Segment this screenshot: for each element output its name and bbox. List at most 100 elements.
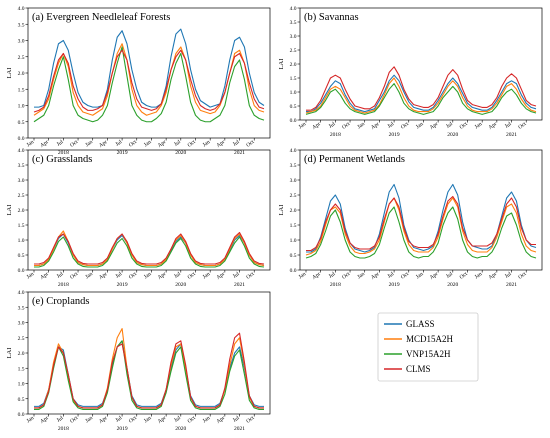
legend: GLASS MCD15A2H VNP15A2H CLMS — [377, 312, 479, 382]
y-tick-label: 0.5 — [290, 253, 297, 259]
x-tick-label: Apr — [157, 139, 168, 149]
y-tick-label: 3.5 — [290, 20, 297, 26]
plot-frame — [299, 7, 543, 121]
x-tick-label: Oct — [128, 271, 138, 281]
year-label: 2020 — [175, 282, 186, 288]
y-tick-label: 1.0 — [18, 238, 25, 244]
y-tick-label: 0.5 — [290, 104, 297, 110]
y-tick-label: 2.0 — [18, 208, 25, 214]
x-tick-label: Oct — [459, 121, 469, 131]
year-label: 2020 — [447, 132, 458, 138]
y-tick-label: 0.0 — [290, 118, 297, 124]
x-tick-label: Oct — [400, 121, 410, 131]
x-tick-label: Apr — [216, 415, 227, 425]
year-label: 2021 — [506, 132, 517, 138]
x-tick-label: Apr — [429, 121, 440, 131]
legend-label: GLASS — [406, 319, 435, 329]
x-tick-label: Apr — [216, 139, 227, 149]
y-tick-label: 1.5 — [18, 87, 25, 93]
y-tick-label: 1.5 — [18, 223, 25, 229]
series-line — [34, 340, 264, 410]
x-tick-label: Jan — [143, 271, 153, 280]
x-tick-label: Apr — [370, 271, 381, 281]
y-tick-label: 0.0 — [18, 136, 25, 142]
series-line — [305, 197, 537, 256]
x-tick-label: Jan — [298, 271, 308, 280]
x-tick-label: Jan — [26, 415, 36, 424]
legend-box — [377, 312, 479, 382]
series-line — [306, 195, 536, 252]
y-axis-label: LAI — [278, 205, 285, 216]
x-tick-label: Jul — [328, 271, 337, 280]
x-tick-label: Apr — [157, 271, 168, 281]
x-tick-label: Oct — [341, 271, 351, 281]
y-axis-label: LAI — [6, 205, 13, 216]
x-tick-label: Jan — [202, 415, 212, 424]
panel-title: (b) Savannas — [304, 12, 359, 23]
x-tick-label: Jul — [56, 415, 65, 424]
x-tick-label: Jul — [387, 121, 396, 130]
year-label: 2020 — [175, 426, 186, 432]
series-line — [306, 66, 537, 111]
x-tick-label: Jan — [202, 139, 212, 148]
x-tick-label: Apr — [311, 271, 322, 281]
x-tick-label: Jan — [474, 271, 484, 280]
x-tick-label: Apr — [98, 139, 109, 149]
year-label: 2021 — [506, 282, 517, 288]
year-label: 2020 — [447, 282, 458, 288]
year-label: 2018 — [330, 282, 341, 288]
year-label: 2020 — [175, 150, 186, 156]
y-tick-label: 1.0 — [290, 238, 297, 244]
panel-title: (d) Permanent Wetlands — [304, 154, 405, 165]
x-tick-label: Jan — [84, 271, 94, 280]
x-tick-label: Jul — [56, 271, 65, 280]
x-tick-label: Apr — [216, 271, 227, 281]
y-tick-label: 2.5 — [18, 55, 25, 61]
year-label: 2021 — [234, 426, 245, 432]
panel-title: (e) Croplands — [32, 296, 89, 307]
x-tick-label: Oct — [69, 139, 79, 149]
y-tick-label: 0.5 — [18, 397, 25, 403]
year-label: 2019 — [389, 282, 400, 288]
x-tick-label: Jul — [504, 271, 513, 280]
x-tick-label: Apr — [311, 121, 322, 131]
y-tick-label: 2.5 — [290, 48, 297, 54]
x-tick-label: Jul — [232, 139, 241, 148]
y-tick-label: 1.5 — [290, 76, 297, 82]
x-tick-label: Jul — [173, 271, 182, 280]
x-tick-label: Jan — [415, 121, 425, 130]
y-tick-label: 1.0 — [290, 90, 297, 96]
year-label: 2018 — [58, 150, 69, 156]
x-tick-label: Oct — [69, 271, 79, 281]
y-tick-label: 3.0 — [18, 321, 25, 327]
y-tick-label: 4.0 — [18, 290, 25, 296]
y-tick-label: 3.0 — [18, 178, 25, 184]
x-tick-label: Oct — [459, 271, 469, 281]
x-tick-label: Apr — [488, 121, 499, 131]
legend-label: MCD15A2H — [406, 334, 454, 344]
x-tick-label: Jan — [84, 139, 94, 148]
x-tick-label: Jul — [173, 139, 182, 148]
series-line — [33, 46, 265, 123]
y-tick-label: 1.0 — [18, 382, 25, 388]
y-tick-label: 0.0 — [290, 268, 297, 274]
year-label: 2019 — [389, 132, 400, 138]
x-tick-label: Jul — [232, 271, 241, 280]
x-tick-label: Jan — [202, 271, 212, 280]
y-tick-label: 4.0 — [290, 148, 297, 154]
plot-frame — [27, 149, 271, 271]
x-tick-label: Apr — [429, 271, 440, 281]
x-tick-label: Jul — [232, 415, 241, 424]
x-tick-label: Jan — [474, 121, 484, 130]
y-tick-label: 3.5 — [290, 163, 297, 169]
x-tick-label: Apr — [39, 139, 50, 149]
x-tick-label: Jan — [26, 271, 36, 280]
series-line — [34, 328, 264, 409]
series-line — [34, 28, 265, 108]
year-label: 2021 — [234, 150, 245, 156]
